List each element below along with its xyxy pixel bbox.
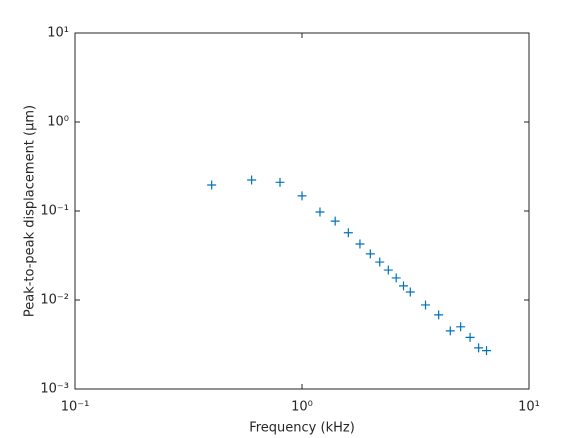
marker [465, 332, 475, 342]
marker [275, 177, 285, 187]
marker [391, 273, 401, 283]
marker [365, 249, 375, 259]
marker [434, 310, 444, 320]
marker [421, 300, 431, 310]
y-tick-label: 10⁻³ [40, 382, 69, 397]
x-tick-label: 10¹ [518, 400, 540, 415]
marker [445, 326, 455, 336]
marker [315, 207, 325, 217]
marker [456, 322, 466, 332]
marker [375, 257, 385, 267]
marker [383, 265, 393, 275]
marker [399, 281, 409, 291]
y-tick-label: 10⁻¹ [40, 204, 69, 219]
marker [405, 287, 415, 297]
y-tick-label: 10¹ [47, 26, 69, 41]
y-tick-label: 10⁰ [47, 115, 69, 130]
x-axis-label: Frequency (kHz) [249, 421, 355, 436]
y-axis-label: Peak-to-peak displacement (μm) [23, 105, 38, 317]
marker [343, 228, 353, 238]
marker [207, 180, 217, 190]
marker [297, 191, 307, 201]
marker [474, 343, 484, 353]
marker [355, 239, 365, 249]
y-tick-label: 10⁻² [40, 293, 69, 308]
marker [330, 216, 340, 226]
x-tick-label: 10⁻¹ [61, 400, 90, 415]
marker [247, 175, 257, 185]
marker [482, 346, 492, 356]
x-tick-label: 10⁰ [291, 400, 313, 415]
plot-area [74, 32, 530, 390]
